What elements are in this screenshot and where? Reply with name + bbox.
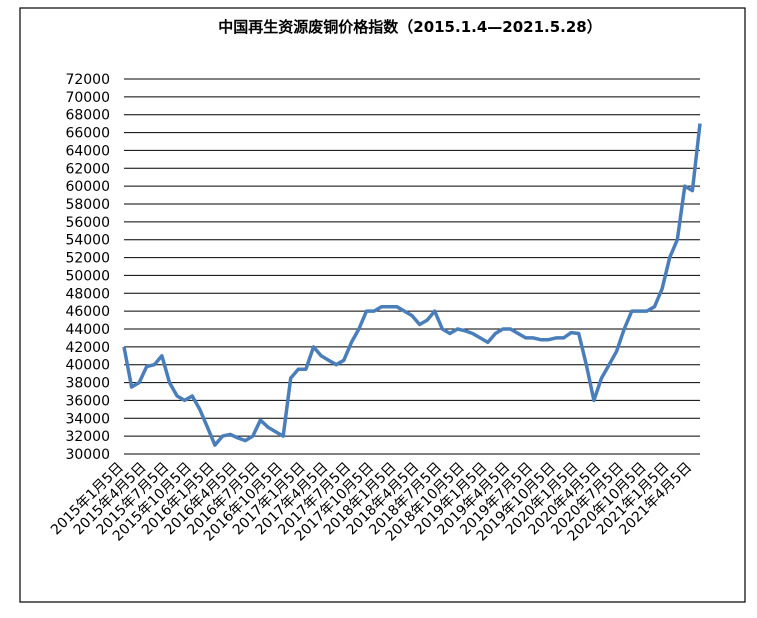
- y-tick-label: 64000: [65, 143, 110, 159]
- y-tick-label: 66000: [65, 126, 110, 142]
- y-tick-label: 56000: [65, 215, 110, 231]
- y-tick-label: 68000: [65, 108, 110, 124]
- y-tick-label: 30000: [65, 447, 110, 463]
- y-tick-label: 34000: [65, 411, 110, 427]
- y-tick-label: 50000: [65, 268, 110, 284]
- y-tick-label: 72000: [65, 72, 110, 88]
- y-tick-label: 44000: [65, 322, 110, 338]
- y-tick-label: 32000: [65, 429, 110, 445]
- y-tick-label: 62000: [65, 161, 110, 177]
- y-tick-label: 38000: [65, 376, 110, 392]
- y-tick-label: 36000: [65, 393, 110, 409]
- y-tick-label: 48000: [65, 286, 110, 302]
- y-tick-label: 70000: [65, 90, 110, 106]
- y-tick-label: 42000: [65, 340, 110, 356]
- y-tick-label: 58000: [65, 197, 110, 213]
- y-tick-label: 52000: [65, 251, 110, 267]
- y-tick-label: 54000: [65, 233, 110, 249]
- chart-title: 中国再生资源废铜价格指数（2015.1.4—2021.5.28）: [218, 18, 601, 36]
- y-tick-label: 40000: [65, 358, 110, 374]
- y-tick-label: 60000: [65, 179, 110, 195]
- data-line: [122, 123, 702, 447]
- y-tick-label: 46000: [65, 304, 110, 320]
